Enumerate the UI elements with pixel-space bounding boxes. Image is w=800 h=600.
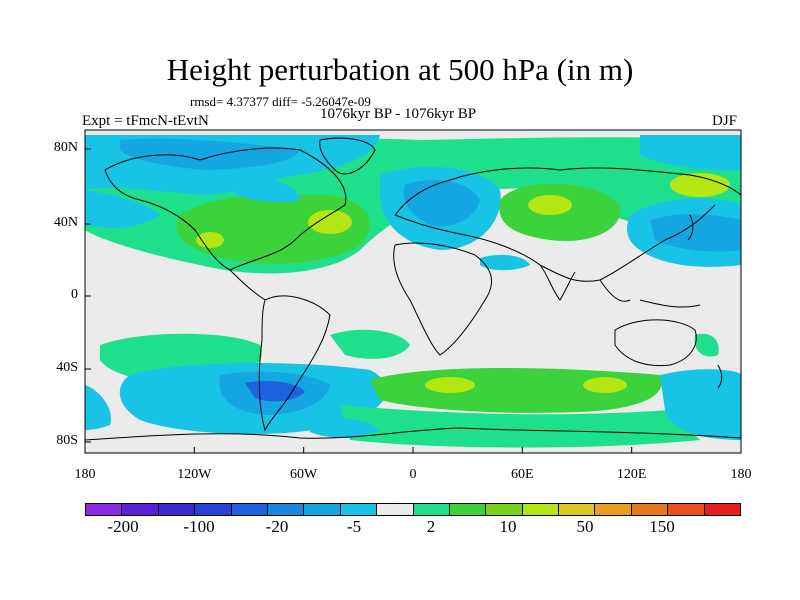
colorbar-swatch xyxy=(304,504,341,515)
coastlines xyxy=(85,137,741,441)
sh-ridge-core-west xyxy=(425,377,475,393)
colorbar-swatch xyxy=(559,504,596,515)
colorbar-swatch xyxy=(231,504,268,515)
colorbar-swatch xyxy=(413,504,450,515)
x-tick-label: 120W xyxy=(177,467,212,482)
na-ridge-west xyxy=(196,232,224,248)
tasman-green xyxy=(694,333,719,357)
na-trough-core xyxy=(120,138,300,170)
colorbar-swatch xyxy=(86,504,123,515)
colorbar-label: -5 xyxy=(346,517,362,536)
asia-ridge-core xyxy=(528,195,572,215)
experiment-label: Expt = tFmcN-tEvtN xyxy=(82,113,209,129)
colorbar-label: 10 xyxy=(499,517,517,536)
colorbar-swatch xyxy=(195,504,232,515)
x-tick-label: 0 xyxy=(409,467,417,482)
stats-text: rmsd= 4.37377 diff= -5.26047e-09 xyxy=(190,94,371,109)
coast-north-america xyxy=(104,147,347,271)
colorbar-swatch xyxy=(122,504,159,515)
map-fill xyxy=(85,130,741,453)
coast-japan xyxy=(687,214,694,241)
x-tick-label: 60E xyxy=(511,467,534,482)
coast-antarctica xyxy=(85,427,741,441)
coast-central-america xyxy=(229,269,266,301)
colorbar-label: -100 xyxy=(183,517,215,536)
colorbar-label: 2 xyxy=(426,517,436,536)
colorbar-label: 150 xyxy=(649,517,675,536)
coast-south-america xyxy=(258,295,331,432)
y-tick-label: 40S xyxy=(56,360,78,375)
x-tick-label: 120E xyxy=(616,467,647,482)
coast-greenland xyxy=(319,137,376,175)
sh-ridge-outer xyxy=(340,405,700,448)
pacific-tropical-low xyxy=(85,190,160,228)
colorbar-swatch xyxy=(158,504,196,515)
y-tick-label: 80N xyxy=(53,140,78,155)
colorbar-swatch xyxy=(267,504,305,515)
coast-new-zealand xyxy=(717,364,723,389)
north-pacific-trough-core xyxy=(650,214,741,252)
coast-india xyxy=(539,264,576,301)
map-title: Height perturbation at 500 hPa (in m) xyxy=(166,52,634,87)
coast-australia xyxy=(614,319,697,367)
y-tick-label: 40N xyxy=(53,215,78,230)
colorbar-swatch xyxy=(668,504,705,515)
y-tick-label: 0 xyxy=(71,287,78,302)
central-asia-low xyxy=(480,254,530,271)
colorbar-label: 50 xyxy=(576,517,594,536)
sh-south-atlantic-low xyxy=(310,418,380,438)
sh-green-atlantic xyxy=(330,329,410,359)
colorbar-swatch xyxy=(631,504,669,515)
y-tick-label: 80S xyxy=(56,433,78,448)
colorbar-swatch xyxy=(595,504,632,515)
axis-ticks xyxy=(84,148,742,453)
colorbar-swatch xyxy=(704,504,741,515)
colorbar-swatch xyxy=(522,504,560,515)
siberia-ridge-core xyxy=(670,173,730,197)
colorbar-label: -20 xyxy=(265,517,289,536)
colorbar-swatch xyxy=(486,504,523,515)
east-pacific-low xyxy=(85,385,111,430)
sh-ridge-core-east xyxy=(583,377,627,393)
x-tick-label: 60W xyxy=(290,467,318,482)
colorbar xyxy=(85,503,741,516)
australia-low xyxy=(660,369,741,440)
period-text: 1076kyr BP - 1076kyr BP xyxy=(320,106,477,122)
x-tick-label: 180 xyxy=(730,467,752,482)
colorbar-swatch xyxy=(377,504,414,515)
coast-europe-asia xyxy=(394,167,741,282)
x-tick-label: 180 xyxy=(74,467,96,482)
season-label: DJF xyxy=(712,113,738,129)
west-canada-low xyxy=(230,174,300,203)
colorbar-swatch xyxy=(449,504,487,515)
coast-africa xyxy=(393,242,493,356)
na-ridge-core xyxy=(308,210,352,234)
coast-se-asia xyxy=(599,279,701,308)
colorbar-label: -200 xyxy=(107,517,139,536)
europe-trough-core xyxy=(403,180,480,227)
arctic-east-low xyxy=(640,135,741,171)
colorbar-swatch xyxy=(340,504,378,515)
